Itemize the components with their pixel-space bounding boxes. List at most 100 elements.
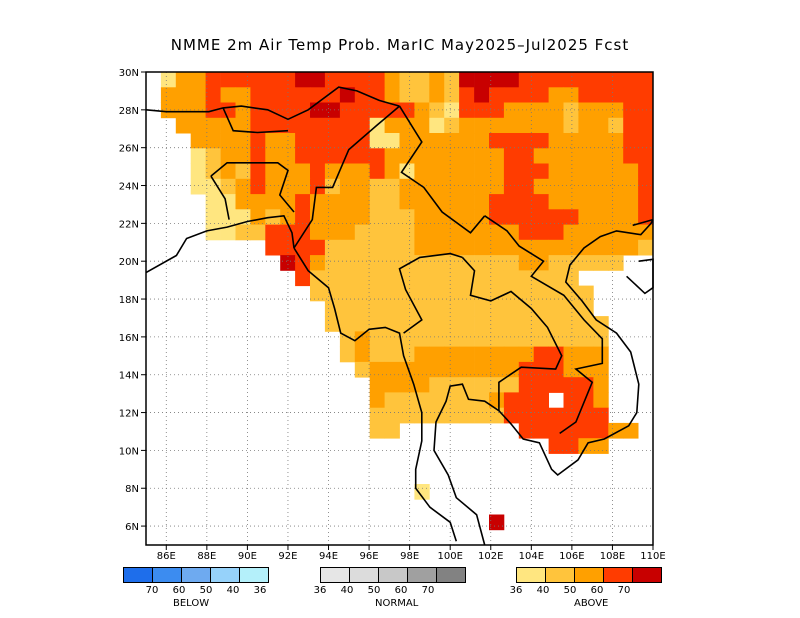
prob-cell <box>563 438 579 454</box>
prob-cell <box>280 255 296 271</box>
prob-cell <box>369 422 385 439</box>
prob-cell <box>533 163 549 180</box>
prob-cell <box>324 148 341 164</box>
prob-cell <box>369 133 385 149</box>
prob-cell <box>250 178 266 195</box>
prob-cell <box>533 316 549 332</box>
legend-label: 36 <box>509 585 523 596</box>
legend-swatch <box>181 567 211 583</box>
prob-cell <box>414 87 430 103</box>
prob-cell <box>175 87 192 103</box>
prob-cell <box>459 346 475 363</box>
prob-cell <box>369 377 385 393</box>
prob-cell <box>295 194 311 210</box>
prob-cell <box>354 239 371 256</box>
prob-cell <box>563 316 579 332</box>
prob-cell <box>638 194 654 210</box>
prob-cell <box>429 178 445 195</box>
prob-cell <box>444 133 460 149</box>
prob-cell <box>533 422 549 439</box>
prob-cell <box>324 72 341 88</box>
prob-cell <box>205 224 221 241</box>
prob-cell <box>444 300 460 317</box>
prob-cell <box>548 102 564 119</box>
legend-label: 60 <box>172 585 186 596</box>
x-tick-label: 100E <box>437 551 462 562</box>
prob-cell <box>548 316 564 332</box>
prob-cell <box>324 102 341 119</box>
prob-cell <box>160 102 177 119</box>
prob-cell <box>324 117 341 134</box>
prob-cell <box>339 72 356 88</box>
prob-cell <box>339 346 356 363</box>
prob-cell <box>399 377 415 393</box>
legend-label: 50 <box>199 585 213 596</box>
coastline-segment <box>626 258 654 295</box>
prob-cell <box>533 209 549 225</box>
legend-swatch <box>436 567 466 583</box>
prob-cell <box>563 224 579 241</box>
prob-cell <box>638 117 654 134</box>
prob-cell <box>533 87 549 103</box>
prob-cell <box>429 255 445 271</box>
prob-cell <box>563 133 579 149</box>
prob-cell <box>563 194 579 210</box>
prob-cell <box>369 72 385 88</box>
coastline-segment <box>484 215 604 435</box>
legend-normal: 36 40 50 60 70 NORMAL <box>314 567 466 609</box>
prob-cell <box>444 346 460 363</box>
prob-cell <box>295 148 311 164</box>
prob-cell <box>533 377 549 393</box>
prob-cell <box>429 377 445 393</box>
prob-cell <box>429 133 445 149</box>
legend-label: 36 <box>313 585 327 596</box>
prob-cell <box>518 346 535 363</box>
prob-cell <box>623 87 639 103</box>
prob-cell <box>429 239 445 256</box>
prob-cell <box>384 72 400 88</box>
prob-cell <box>578 102 594 119</box>
prob-cell <box>265 117 281 134</box>
prob-cell <box>324 163 341 180</box>
prob-cell <box>235 224 251 241</box>
prob-cell <box>459 87 475 103</box>
legend-caption-below: BELOW <box>173 598 210 609</box>
legend-caption-above: ABOVE <box>574 598 609 609</box>
prob-cell <box>548 194 564 210</box>
y-tick-label: 6N <box>125 522 139 533</box>
prob-cell <box>503 224 520 241</box>
prob-cell <box>563 331 579 348</box>
prob-cell <box>384 407 400 424</box>
prob-cell <box>220 133 236 149</box>
y-tick-label: 22N <box>119 219 139 230</box>
prob-cell <box>205 163 221 180</box>
prob-cell <box>339 102 356 119</box>
prob-cell <box>384 346 400 363</box>
prob-cell <box>339 194 356 210</box>
prob-cell <box>578 178 594 195</box>
coastline-segment <box>293 105 401 249</box>
y-axis-ticks: 6N 8N 10N 12N 14N 16N 18N 20N 22N 24N 26N 28N 30N <box>119 68 146 533</box>
prob-cell <box>623 194 639 210</box>
prob-cell <box>265 163 281 180</box>
prob-cell <box>563 361 579 378</box>
prob-cell <box>518 285 535 302</box>
prob-cell <box>339 316 356 332</box>
prob-cell <box>444 407 460 424</box>
prob-cell <box>295 87 311 103</box>
x-tick-label: 98E <box>400 551 419 562</box>
x-tick-label: 94E <box>319 551 338 562</box>
y-tick-label: 14N <box>119 371 139 382</box>
prob-cell <box>384 239 400 256</box>
prob-cell <box>548 438 564 454</box>
y-tick-label: 18N <box>119 295 139 306</box>
legend-label: 60 <box>590 585 604 596</box>
prob-cell <box>384 331 400 348</box>
x-tick-label: 92E <box>278 551 297 562</box>
prob-cell <box>220 72 236 88</box>
legend-label: 70 <box>617 585 631 596</box>
prob-cell <box>444 316 460 332</box>
prob-cell <box>444 163 460 180</box>
prob-cell <box>384 285 400 302</box>
prob-cell <box>414 209 430 225</box>
